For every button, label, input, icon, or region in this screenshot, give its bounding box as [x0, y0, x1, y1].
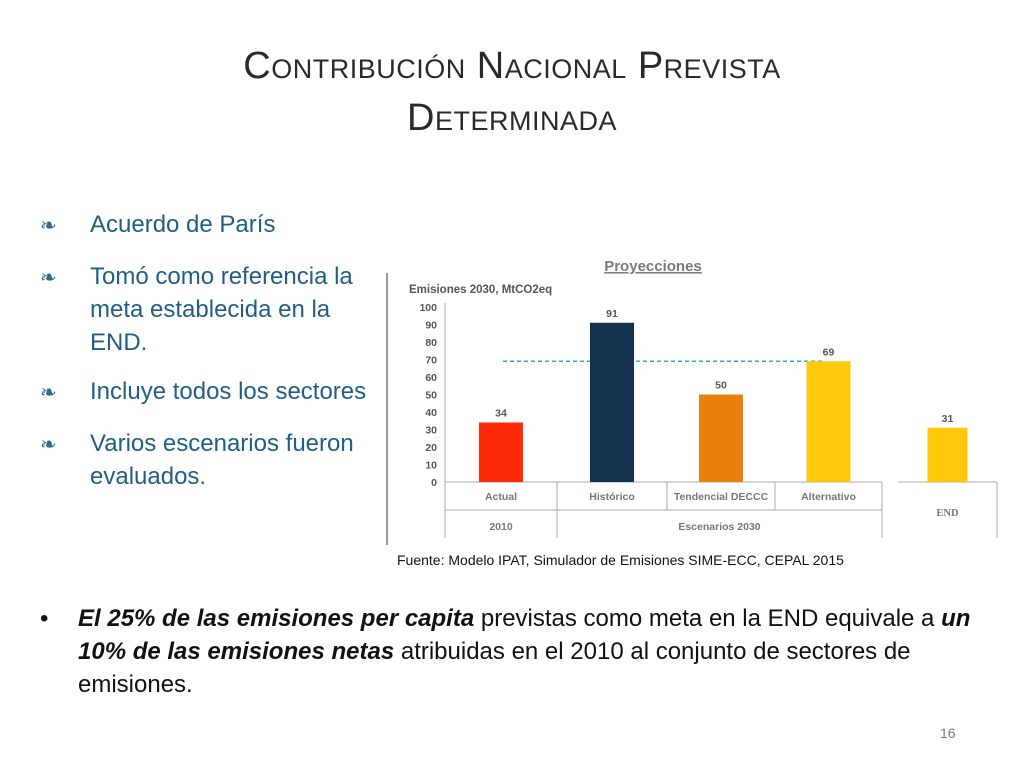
emissions-chart: Proyecciones Emisiones 2030, MtCO2eq 0 10…	[385, 255, 1000, 545]
quill-bullet-icon: ❧	[40, 215, 57, 237]
bar-value-label: 50	[715, 380, 727, 392]
y-tick-label: 0	[431, 477, 437, 489]
y-tick-label: 40	[425, 407, 437, 419]
bullet-item: ❧ Incluye todos los sectores	[40, 375, 385, 411]
y-tick-label: 50	[425, 390, 437, 402]
text-segment-4: atribuidas en el 2010 al conjunto de sec…	[78, 638, 911, 698]
slide-title-line2: Determinada	[407, 97, 617, 139]
quill-bullet-icon: ❧	[40, 267, 57, 289]
bullet-item: ❧ Varios escenarios fueron evaluados.	[40, 427, 385, 493]
x-tick-label: Actual	[485, 491, 517, 503]
y-tick-label: 30	[425, 425, 437, 437]
quill-bullet-icon: ❧	[40, 434, 57, 456]
y-tick-label: 80	[425, 337, 437, 349]
slide-title: Contribución Nacional Prevista Determina…	[0, 40, 1024, 144]
x-tick-label: Histórico	[589, 491, 635, 503]
bar-value-label: 91	[606, 308, 618, 320]
group-label: Escenarios 2030	[678, 521, 760, 533]
bold-phrase-2: un 10% de las emisiones netas	[78, 605, 971, 665]
bullet-item: ❧ Acuerdo de París	[40, 208, 385, 244]
chart-title: Proyecciones	[604, 258, 702, 275]
group-label: END	[936, 508, 959, 519]
bar	[927, 427, 968, 482]
bullet-item: ❧ Tomó como referencia la meta estableci…	[40, 260, 385, 359]
page-number: 16	[940, 725, 956, 741]
y-tick-label: 20	[425, 442, 437, 454]
bar	[590, 322, 634, 482]
bar-value-label: 69	[823, 346, 835, 358]
y-tick-label: 10	[425, 460, 437, 472]
bullet-text: Varios escenarios fueron evaluados.	[90, 430, 354, 490]
slide-title-line1: Contribución Nacional Prevista	[243, 45, 781, 87]
bar	[806, 361, 851, 482]
x-tick-label: Alternativo	[801, 491, 856, 503]
bullet-text: Incluye todos los sectores	[90, 378, 367, 405]
bold-phrase-1: El 25% de las emisiones per capita	[78, 605, 475, 632]
bullet-text: Acuerdo de París	[90, 211, 276, 238]
bar-value-label: 34	[495, 408, 507, 420]
y-axis-label: Emisiones 2030, MtCO2eq	[409, 284, 552, 296]
y-tick-label: 70	[425, 355, 437, 367]
y-tick-label: 60	[425, 372, 437, 384]
bar-value-label: 31	[942, 413, 954, 425]
y-tick-label: 100	[419, 302, 437, 314]
bar-chart-svg: Proyecciones Emisiones 2030, MtCO2eq 0 10…	[386, 258, 998, 545]
bullet-text: Tomó como referencia la meta establecida…	[90, 263, 353, 356]
quill-bullet-icon: ❧	[40, 382, 57, 404]
x-tick-label: Tendencial DECCC	[674, 491, 769, 503]
bar	[479, 422, 523, 482]
bullet-dot: •	[40, 605, 49, 632]
chart-source: Fuente: Modelo IPAT, Simulador de Emisio…	[397, 552, 844, 568]
bottom-bullet-text: El 25% de las emisiones per capita previ…	[78, 602, 1000, 701]
bar	[699, 394, 743, 482]
bottom-bullet: • El 25% de las emisiones per capita pre…	[40, 602, 1000, 701]
bullet-list: ❧ Acuerdo de París ❧ Tomó como referenci…	[40, 208, 385, 509]
group-label: 2010	[489, 521, 513, 533]
text-segment-2: previstas como meta en la END equivale a	[474, 605, 942, 632]
y-tick-label: 90	[425, 320, 437, 332]
